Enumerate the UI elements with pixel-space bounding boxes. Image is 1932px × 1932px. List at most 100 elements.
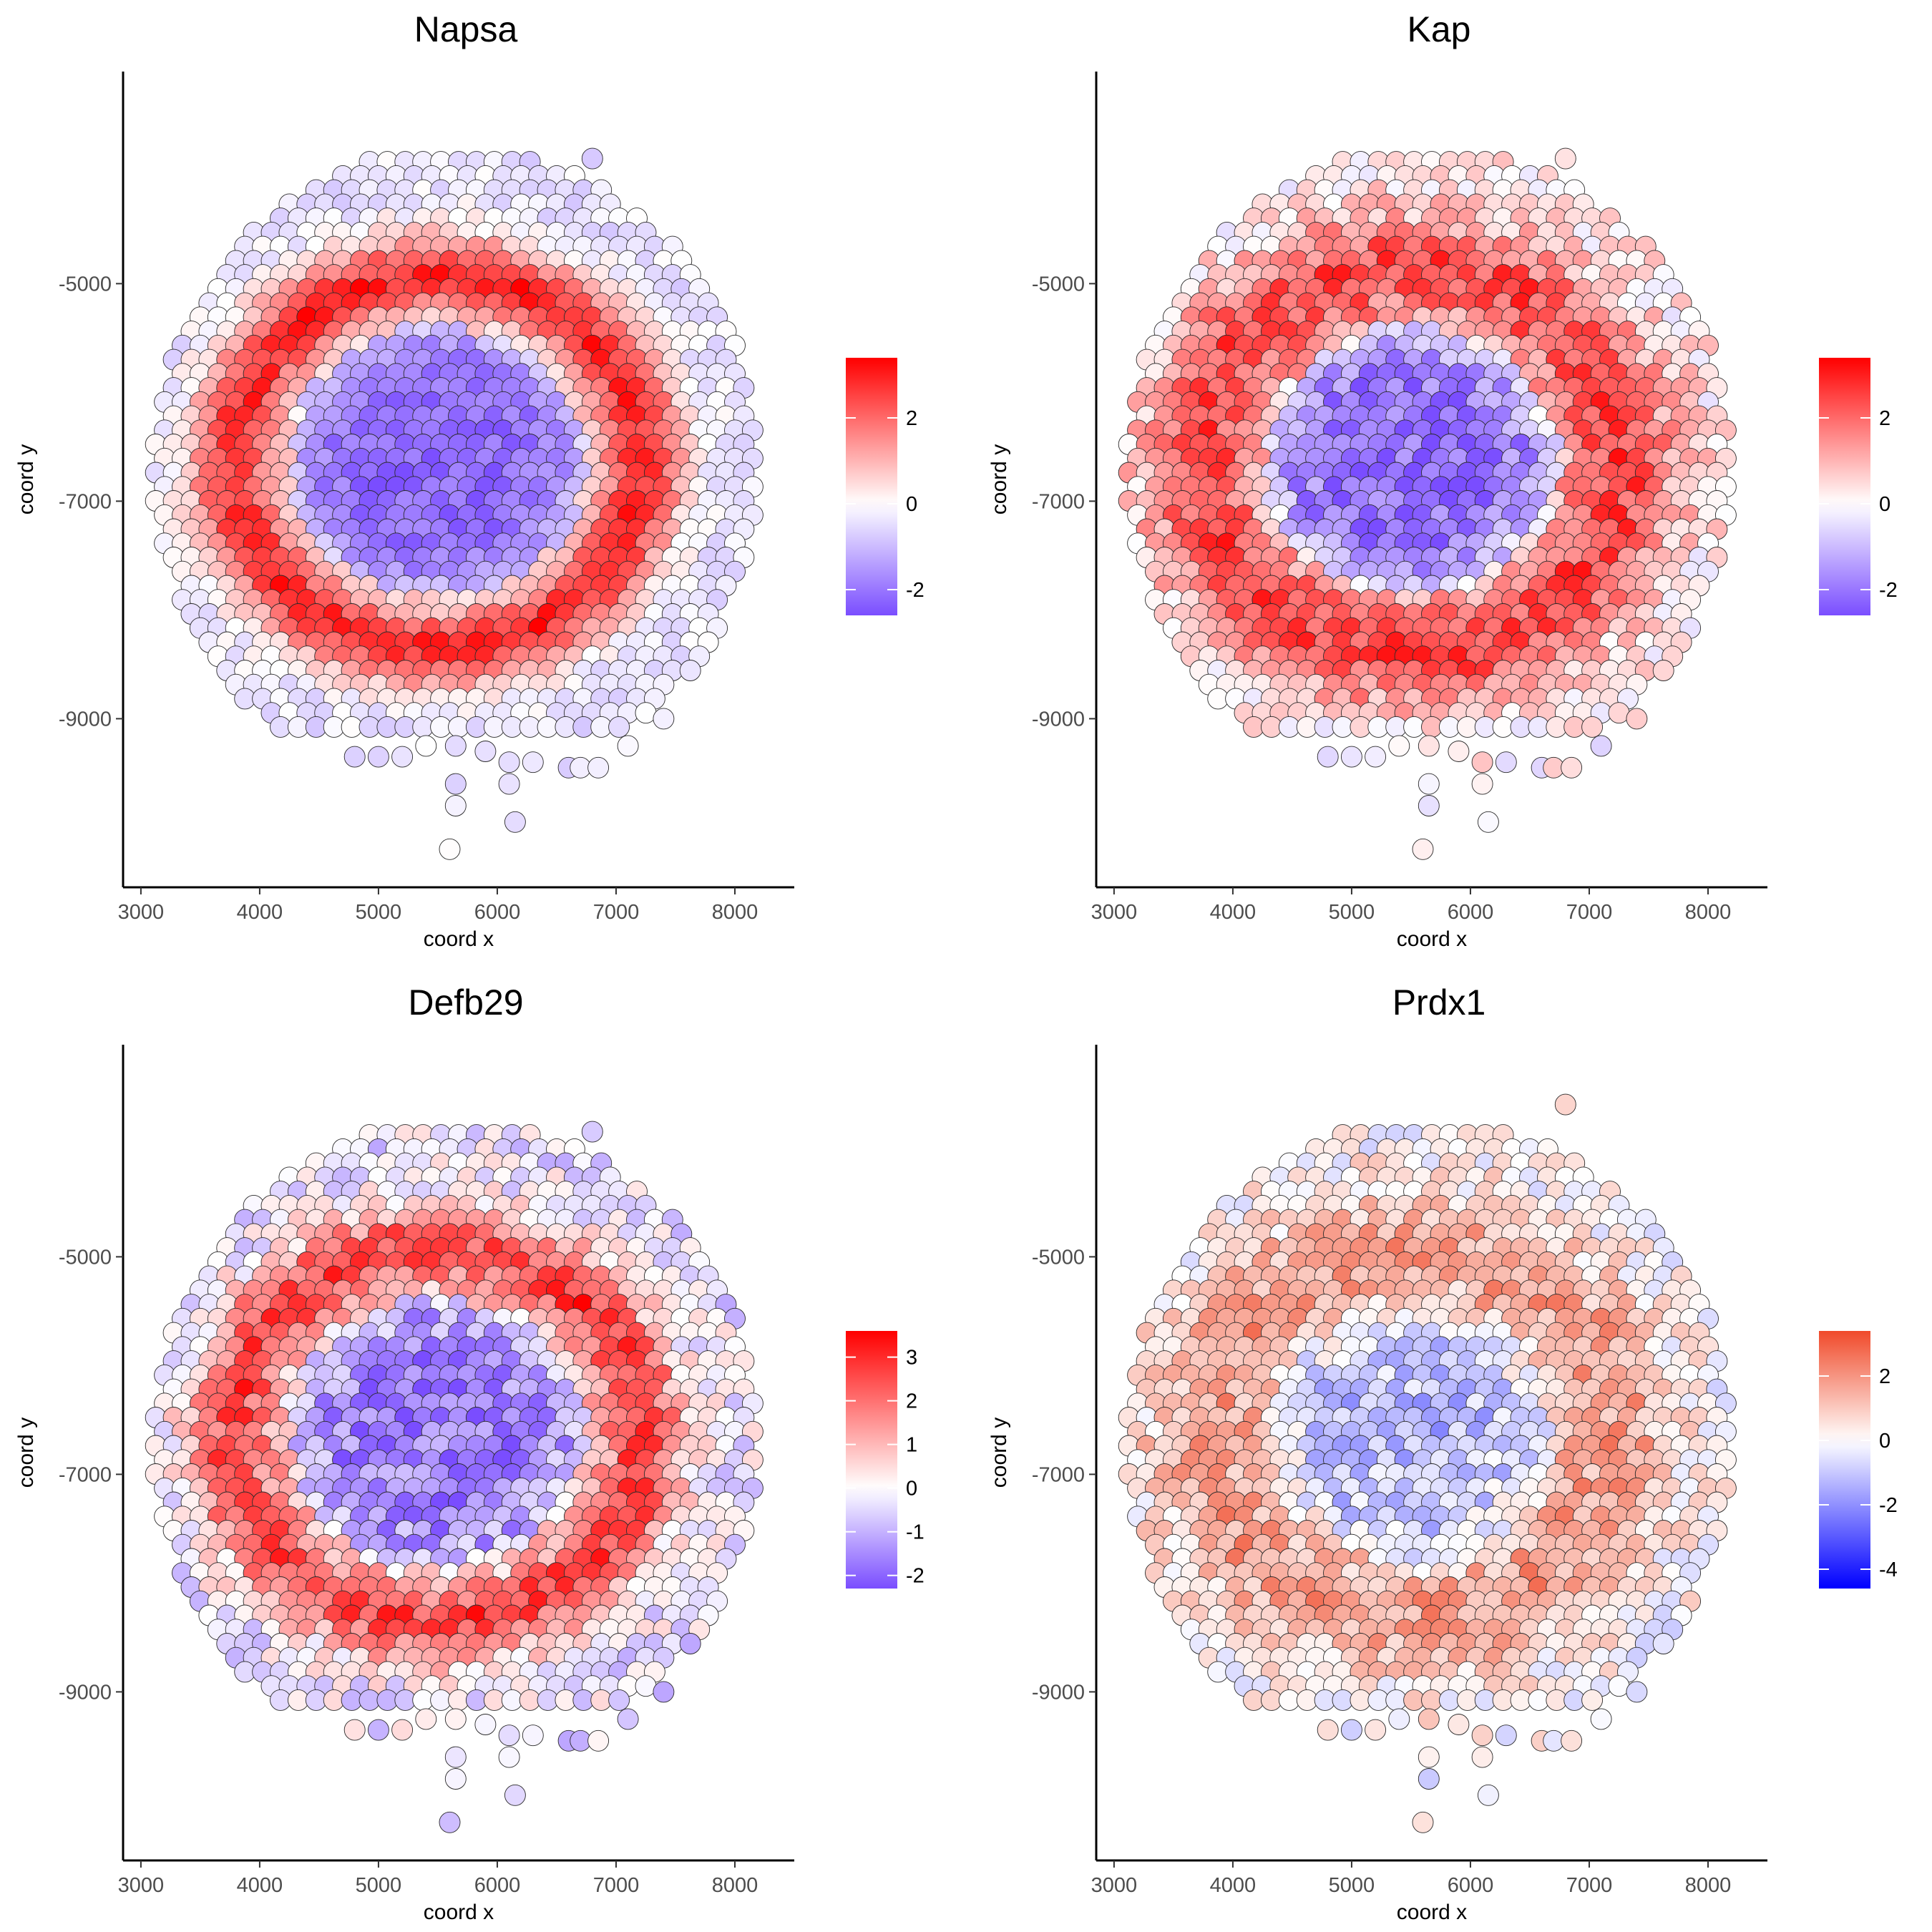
spot — [1652, 660, 1674, 681]
spot — [581, 147, 603, 170]
spot — [1365, 1719, 1387, 1741]
spot — [1477, 811, 1499, 833]
spot — [444, 1746, 467, 1768]
spot — [1495, 751, 1517, 774]
spot — [1418, 1768, 1440, 1790]
panel-title: Prdx1 — [1392, 982, 1486, 1023]
spot — [415, 1708, 437, 1730]
colorbar-tick-label: -2 — [906, 1565, 924, 1588]
x-tick-label: 5000 — [356, 901, 402, 924]
spot — [522, 1724, 544, 1747]
colorbar-tick-label: 2 — [906, 1390, 917, 1413]
colorbar-tick-label: 0 — [1879, 493, 1890, 516]
spots — [145, 1121, 763, 1833]
spot — [1418, 735, 1440, 757]
spot — [1448, 741, 1470, 762]
spot — [1471, 773, 1493, 795]
colorbar-tick-label: 1 — [906, 1434, 917, 1457]
x-tick-label: 7000 — [593, 901, 640, 924]
x-tick-label: 8000 — [1685, 901, 1732, 924]
spot — [581, 1121, 603, 1143]
colorbar-tick-label: 0 — [906, 1478, 917, 1501]
colorbar-tick-label: 2 — [1879, 407, 1890, 430]
x-tick-label: 8000 — [712, 901, 758, 924]
x-tick-label: 7000 — [1566, 1874, 1613, 1897]
colorbar-gradient — [1819, 1331, 1870, 1589]
y-tick-label: -5000 — [59, 273, 112, 296]
x-tick-label: 6000 — [474, 1874, 521, 1897]
x-tick-label: 5000 — [1329, 1874, 1375, 1897]
spot — [608, 716, 630, 738]
spot — [1626, 708, 1648, 730]
spot — [1554, 1093, 1576, 1116]
spot — [1388, 735, 1410, 757]
colorbar-tick-label: -1 — [906, 1521, 924, 1544]
x-tick-label: 7000 — [593, 1874, 640, 1897]
panel-title: Kap — [1407, 9, 1471, 49]
spot — [415, 735, 437, 757]
spot — [498, 751, 520, 774]
spot — [679, 660, 701, 681]
colorbar-tick-label: 2 — [906, 407, 917, 430]
colorbar: 20-2-4 — [1819, 1331, 1898, 1589]
spot — [1561, 1729, 1583, 1752]
y-tick-label: -5000 — [59, 1246, 112, 1269]
spot — [608, 1689, 630, 1711]
spot — [439, 1811, 461, 1833]
spot — [444, 1768, 467, 1790]
x-tick-label: 3000 — [118, 901, 165, 924]
spot — [367, 746, 389, 768]
spot — [1412, 838, 1434, 860]
spot — [1471, 751, 1493, 774]
spot — [498, 773, 520, 795]
x-tick-label: 8000 — [712, 1874, 758, 1897]
colorbar-tick-label: -4 — [1879, 1558, 1898, 1581]
spot — [522, 751, 544, 774]
spot — [1388, 1708, 1410, 1730]
y-tick-label: -7000 — [1032, 1463, 1085, 1486]
x-tick-label: 3000 — [1091, 1874, 1138, 1897]
x-tick-label: 4000 — [237, 901, 283, 924]
colorbar-tick-label: 3 — [906, 1347, 917, 1370]
spot — [444, 1708, 467, 1730]
x-tick-label: 3000 — [1091, 901, 1138, 924]
x-tick-label: 7000 — [1566, 901, 1613, 924]
colorbar-tick-label: -2 — [1879, 1494, 1898, 1517]
y-tick-label: -5000 — [1032, 273, 1085, 296]
spot — [1418, 773, 1440, 795]
spot — [587, 1729, 610, 1752]
spot — [367, 1719, 389, 1741]
x-tick-label: 4000 — [237, 1874, 283, 1897]
colorbar-gradient — [846, 358, 897, 615]
panel-title: Napsa — [414, 9, 518, 49]
spot — [679, 1633, 701, 1654]
spot — [391, 1719, 414, 1741]
y-tick-label: -9000 — [59, 708, 112, 731]
y-tick-label: -9000 — [1032, 1681, 1085, 1704]
spot — [1412, 1811, 1434, 1833]
spot — [1561, 756, 1583, 779]
y-axis-title: coord y — [14, 1418, 38, 1488]
spot — [1554, 147, 1576, 170]
spot — [1418, 795, 1440, 816]
colorbar-gradient — [846, 1331, 897, 1589]
colorbar-gradient — [1819, 358, 1870, 615]
spot — [343, 746, 366, 768]
x-axis-title: coord x — [1397, 927, 1467, 951]
y-tick-label: -5000 — [1032, 1246, 1085, 1269]
spot — [653, 708, 675, 730]
colorbar-tick-label: 0 — [1879, 1430, 1890, 1453]
colorbar: 20-2 — [846, 358, 924, 615]
x-tick-label: 5000 — [356, 1874, 402, 1897]
x-tick-label: 6000 — [1448, 901, 1494, 924]
x-tick-label: 4000 — [1210, 901, 1257, 924]
spot — [343, 1719, 366, 1741]
x-axis-title: coord x — [424, 1901, 494, 1924]
spot — [474, 741, 497, 762]
spot — [444, 773, 467, 795]
